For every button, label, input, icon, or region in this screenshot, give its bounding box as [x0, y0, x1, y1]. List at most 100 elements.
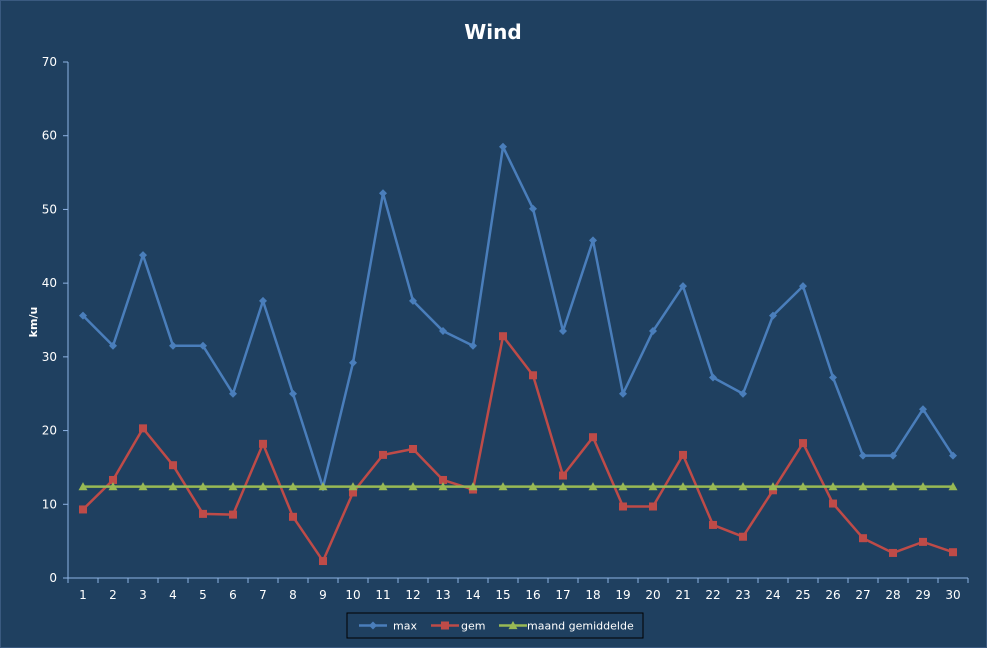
data-point [679, 450, 687, 459]
x-tick-label: 18 [585, 588, 600, 602]
legend-swatch-marker [441, 621, 449, 630]
data-point [798, 482, 808, 491]
x-tick-label: 22 [705, 588, 720, 602]
data-point [678, 482, 688, 491]
y-tick-label: 50 [42, 202, 57, 216]
data-point [829, 373, 837, 382]
data-point [408, 482, 418, 491]
x-tick-label: 14 [465, 588, 480, 602]
data-point [859, 534, 867, 543]
data-point [558, 482, 568, 491]
data-point [438, 482, 448, 491]
data-point [679, 282, 687, 291]
x-tick-label: 5 [199, 588, 207, 602]
data-point [649, 327, 657, 336]
x-tick-label: 26 [825, 588, 840, 602]
series-line [82, 334, 954, 563]
x-tick-label: 1 [79, 588, 87, 602]
y-tick-label: 60 [42, 129, 57, 143]
data-point [199, 341, 207, 350]
data-point [318, 482, 328, 491]
data-point [588, 482, 598, 491]
data-point [139, 251, 147, 260]
data-point [799, 282, 807, 291]
legend-label: gem [461, 620, 485, 633]
data-point [739, 389, 747, 398]
x-tick-label: 13 [435, 588, 450, 602]
data-point [709, 373, 717, 382]
series-line [82, 145, 955, 489]
data-point [889, 548, 897, 557]
x-tick-label: 3 [139, 588, 147, 602]
data-point [499, 332, 507, 341]
data-point [709, 520, 717, 529]
series-0 [79, 142, 957, 492]
data-point [79, 505, 87, 514]
data-point [349, 358, 357, 367]
data-point [738, 482, 748, 491]
data-point [229, 510, 237, 519]
data-point [199, 509, 207, 518]
data-point [319, 557, 327, 566]
series-layer [78, 142, 958, 566]
legend: max gem maand gemiddelde [346, 612, 644, 639]
x-tick-label: 30 [945, 588, 960, 602]
data-point [769, 486, 777, 495]
legend-label: max [393, 620, 417, 633]
data-point [109, 475, 117, 484]
data-point [589, 433, 597, 442]
data-point [708, 482, 718, 491]
data-point [78, 482, 88, 491]
y-tick-label: 40 [42, 276, 57, 290]
x-tick-label: 15 [495, 588, 510, 602]
data-point [409, 445, 417, 453]
legend-box [346, 612, 644, 639]
data-point [439, 327, 447, 336]
x-tick-label: 17 [555, 588, 570, 602]
x-tick-label: 9 [319, 588, 327, 602]
data-point [619, 389, 627, 398]
data-point [229, 389, 237, 398]
y-tick-label: 30 [42, 350, 57, 364]
x-tick-label: 23 [735, 588, 750, 602]
data-point [739, 532, 747, 541]
data-point [948, 482, 958, 491]
data-point [949, 451, 957, 460]
data-point [918, 482, 928, 491]
data-point [379, 189, 387, 198]
data-point [859, 451, 867, 460]
series-2 [78, 482, 958, 491]
x-tick-label: 10 [345, 588, 360, 602]
y-tick-label: 0 [49, 571, 57, 585]
data-point [829, 499, 837, 508]
data-point [529, 371, 537, 380]
data-point [349, 488, 357, 497]
data-point [168, 482, 178, 491]
x-tick-label: 21 [675, 588, 690, 602]
y-tick-label: 70 [42, 55, 57, 69]
x-tick-label: 4 [169, 588, 177, 602]
data-point [919, 405, 927, 414]
data-point [529, 204, 537, 213]
x-tick-label: 11 [375, 588, 390, 602]
data-point [618, 482, 628, 491]
data-point [348, 482, 358, 491]
data-point [889, 451, 897, 460]
x-tick-label: 24 [765, 588, 780, 602]
y-axis-label: km/u [27, 307, 40, 338]
data-point [259, 296, 267, 305]
data-point [109, 341, 117, 350]
legend-label: maand gemiddelde [527, 620, 634, 633]
x-tick-label: 6 [229, 588, 237, 602]
data-point [378, 482, 388, 491]
data-point [139, 424, 147, 433]
data-point [439, 475, 447, 484]
data-point [589, 236, 597, 245]
data-point [648, 482, 658, 491]
x-tick-label: 12 [405, 588, 420, 602]
legend-swatch-marker [508, 621, 518, 630]
data-point [498, 482, 508, 491]
